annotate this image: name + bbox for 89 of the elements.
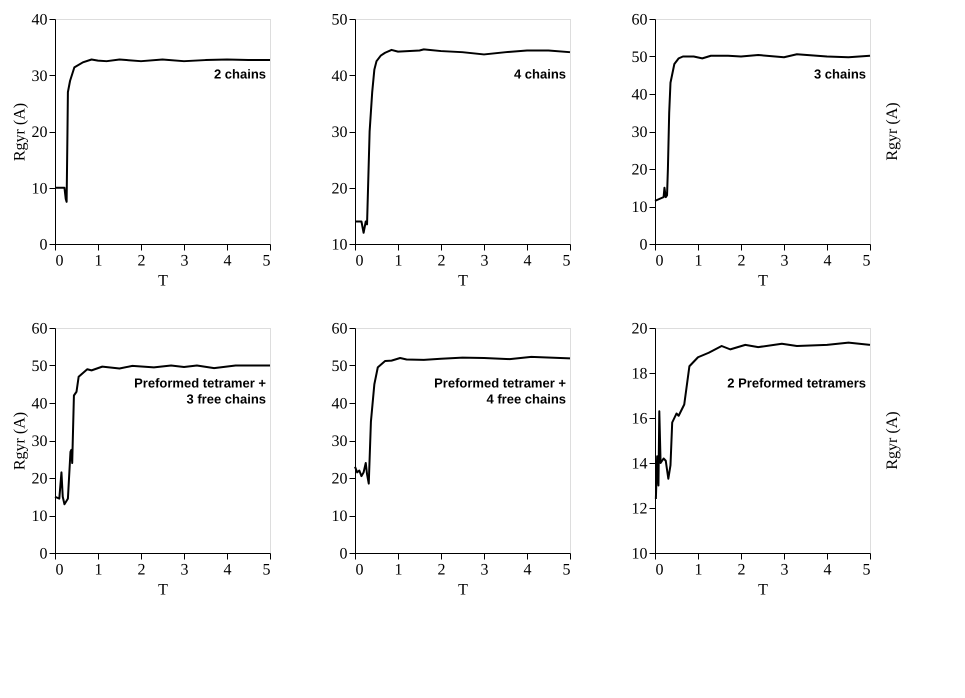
- x-tick-label: 0: [56, 562, 64, 578]
- y-tick-label: 12: [632, 500, 648, 518]
- x-tick-label: 1: [94, 252, 102, 270]
- x-axis-title: T: [158, 582, 168, 598]
- x-tick-label: 2: [138, 562, 146, 578]
- y-tick-label: 50: [332, 358, 348, 375]
- y-tick-label: 50: [332, 12, 348, 28]
- x-tick-label: 1: [394, 252, 402, 270]
- y-tick-label: 20: [32, 470, 48, 488]
- y-tick-label: 20: [632, 320, 648, 338]
- y-tick-label: 10: [632, 199, 648, 216]
- x-tick-label: 0: [356, 562, 364, 578]
- x-tick-label: 4: [824, 252, 832, 270]
- x-tick-label: 1: [694, 562, 702, 578]
- y-tick-label: 60: [632, 12, 648, 28]
- x-tick-label: 0: [656, 562, 664, 578]
- x-tick-label: 1: [94, 562, 102, 578]
- y-tick-label: 0: [40, 546, 48, 562]
- y-tick-label: 40: [32, 12, 48, 28]
- x-tick-label: 3: [780, 252, 788, 270]
- y-tick-label: 40: [332, 396, 348, 412]
- y-tick-label: 60: [32, 320, 48, 338]
- y-axis-title: Rgyr (A): [12, 412, 28, 470]
- y-tick-label: 30: [332, 433, 348, 450]
- x-tick-label: 2: [438, 252, 446, 270]
- x-axis-title: T: [458, 272, 468, 290]
- x-tick-label: 2: [438, 562, 446, 578]
- x-tick-label: 5: [862, 562, 870, 578]
- x-tick-label: 3: [180, 252, 188, 270]
- x-tick-label: 0: [56, 252, 64, 270]
- annotation: 2 Preformed tetramers: [727, 376, 866, 390]
- x-tick-label: 0: [356, 252, 364, 270]
- x-tick-label: 2: [738, 252, 746, 270]
- y-tick-label: 50: [32, 358, 48, 375]
- y-tick-label: 0: [340, 546, 348, 562]
- x-tick-label: 1: [394, 562, 402, 578]
- y-tick-label: 10: [632, 546, 648, 562]
- x-tick-label: 4: [524, 252, 532, 270]
- y-tick-label: 10: [332, 508, 348, 525]
- y-tick-label: 30: [332, 124, 348, 141]
- x-tick-label: 5: [562, 562, 570, 578]
- y-axis-title: Rgyr (A): [884, 411, 901, 470]
- y-tick-label: 60: [332, 320, 348, 338]
- y-tick-label: 0: [40, 236, 48, 254]
- annotation: Preformed tetramer + 4 free chains: [434, 376, 566, 406]
- y-tick-label: 40: [632, 86, 648, 104]
- y-axis-title: Rgyr (A): [12, 102, 28, 162]
- y-tick-label: 10: [32, 180, 48, 198]
- x-tick-label: 3: [480, 562, 488, 578]
- x-tick-label: 5: [262, 252, 270, 270]
- x-tick-label: 1: [694, 252, 702, 270]
- x-tick-label: 5: [862, 252, 870, 270]
- y-tick-label: 40: [32, 396, 48, 412]
- y-tick-label: 16: [632, 410, 648, 428]
- x-tick-label: 3: [480, 252, 488, 270]
- x-axis-title: T: [458, 582, 468, 598]
- annotation: 2 chains: [214, 66, 266, 82]
- x-axis-title: T: [758, 582, 768, 598]
- x-tick-label: 2: [138, 252, 146, 270]
- y-tick-label: 20: [332, 180, 348, 198]
- x-tick-label: 2: [738, 562, 746, 578]
- x-tick-label: 0: [656, 252, 664, 270]
- x-tick-label: 4: [224, 562, 232, 578]
- y-tick-label: 20: [332, 470, 348, 488]
- y-tick-label: 18: [632, 366, 648, 382]
- y-tick-label: 0: [640, 236, 648, 254]
- x-tick-label: 3: [180, 562, 188, 578]
- x-tick-label: 4: [524, 562, 532, 578]
- y-tick-label: 30: [32, 433, 48, 450]
- y-tick-label: 20: [632, 162, 648, 178]
- x-tick-label: 5: [562, 252, 570, 270]
- y-tick-label: 20: [32, 124, 48, 141]
- y-tick-label: 40: [332, 68, 348, 85]
- x-tick-label: 4: [224, 252, 232, 270]
- annotation: 4 chains: [514, 66, 566, 82]
- x-axis-title: T: [158, 272, 168, 290]
- y-tick-label: 50: [632, 49, 648, 66]
- y-tick-label: 10: [332, 236, 348, 254]
- y-tick-label: 10: [32, 508, 48, 525]
- x-axis-title: T: [758, 272, 768, 290]
- x-tick-label: 5: [262, 562, 270, 578]
- y-tick-label: 30: [632, 124, 648, 141]
- y-tick-label: 14: [632, 456, 648, 472]
- annotation: 3 chains: [814, 66, 866, 82]
- y-tick-label: 30: [32, 68, 48, 85]
- y-axis-title: Rgyr (A): [884, 102, 901, 161]
- x-tick-label: 4: [824, 562, 832, 578]
- x-tick-label: 3: [780, 562, 788, 578]
- annotation: Preformed tetramer + 3 free chains: [134, 376, 266, 406]
